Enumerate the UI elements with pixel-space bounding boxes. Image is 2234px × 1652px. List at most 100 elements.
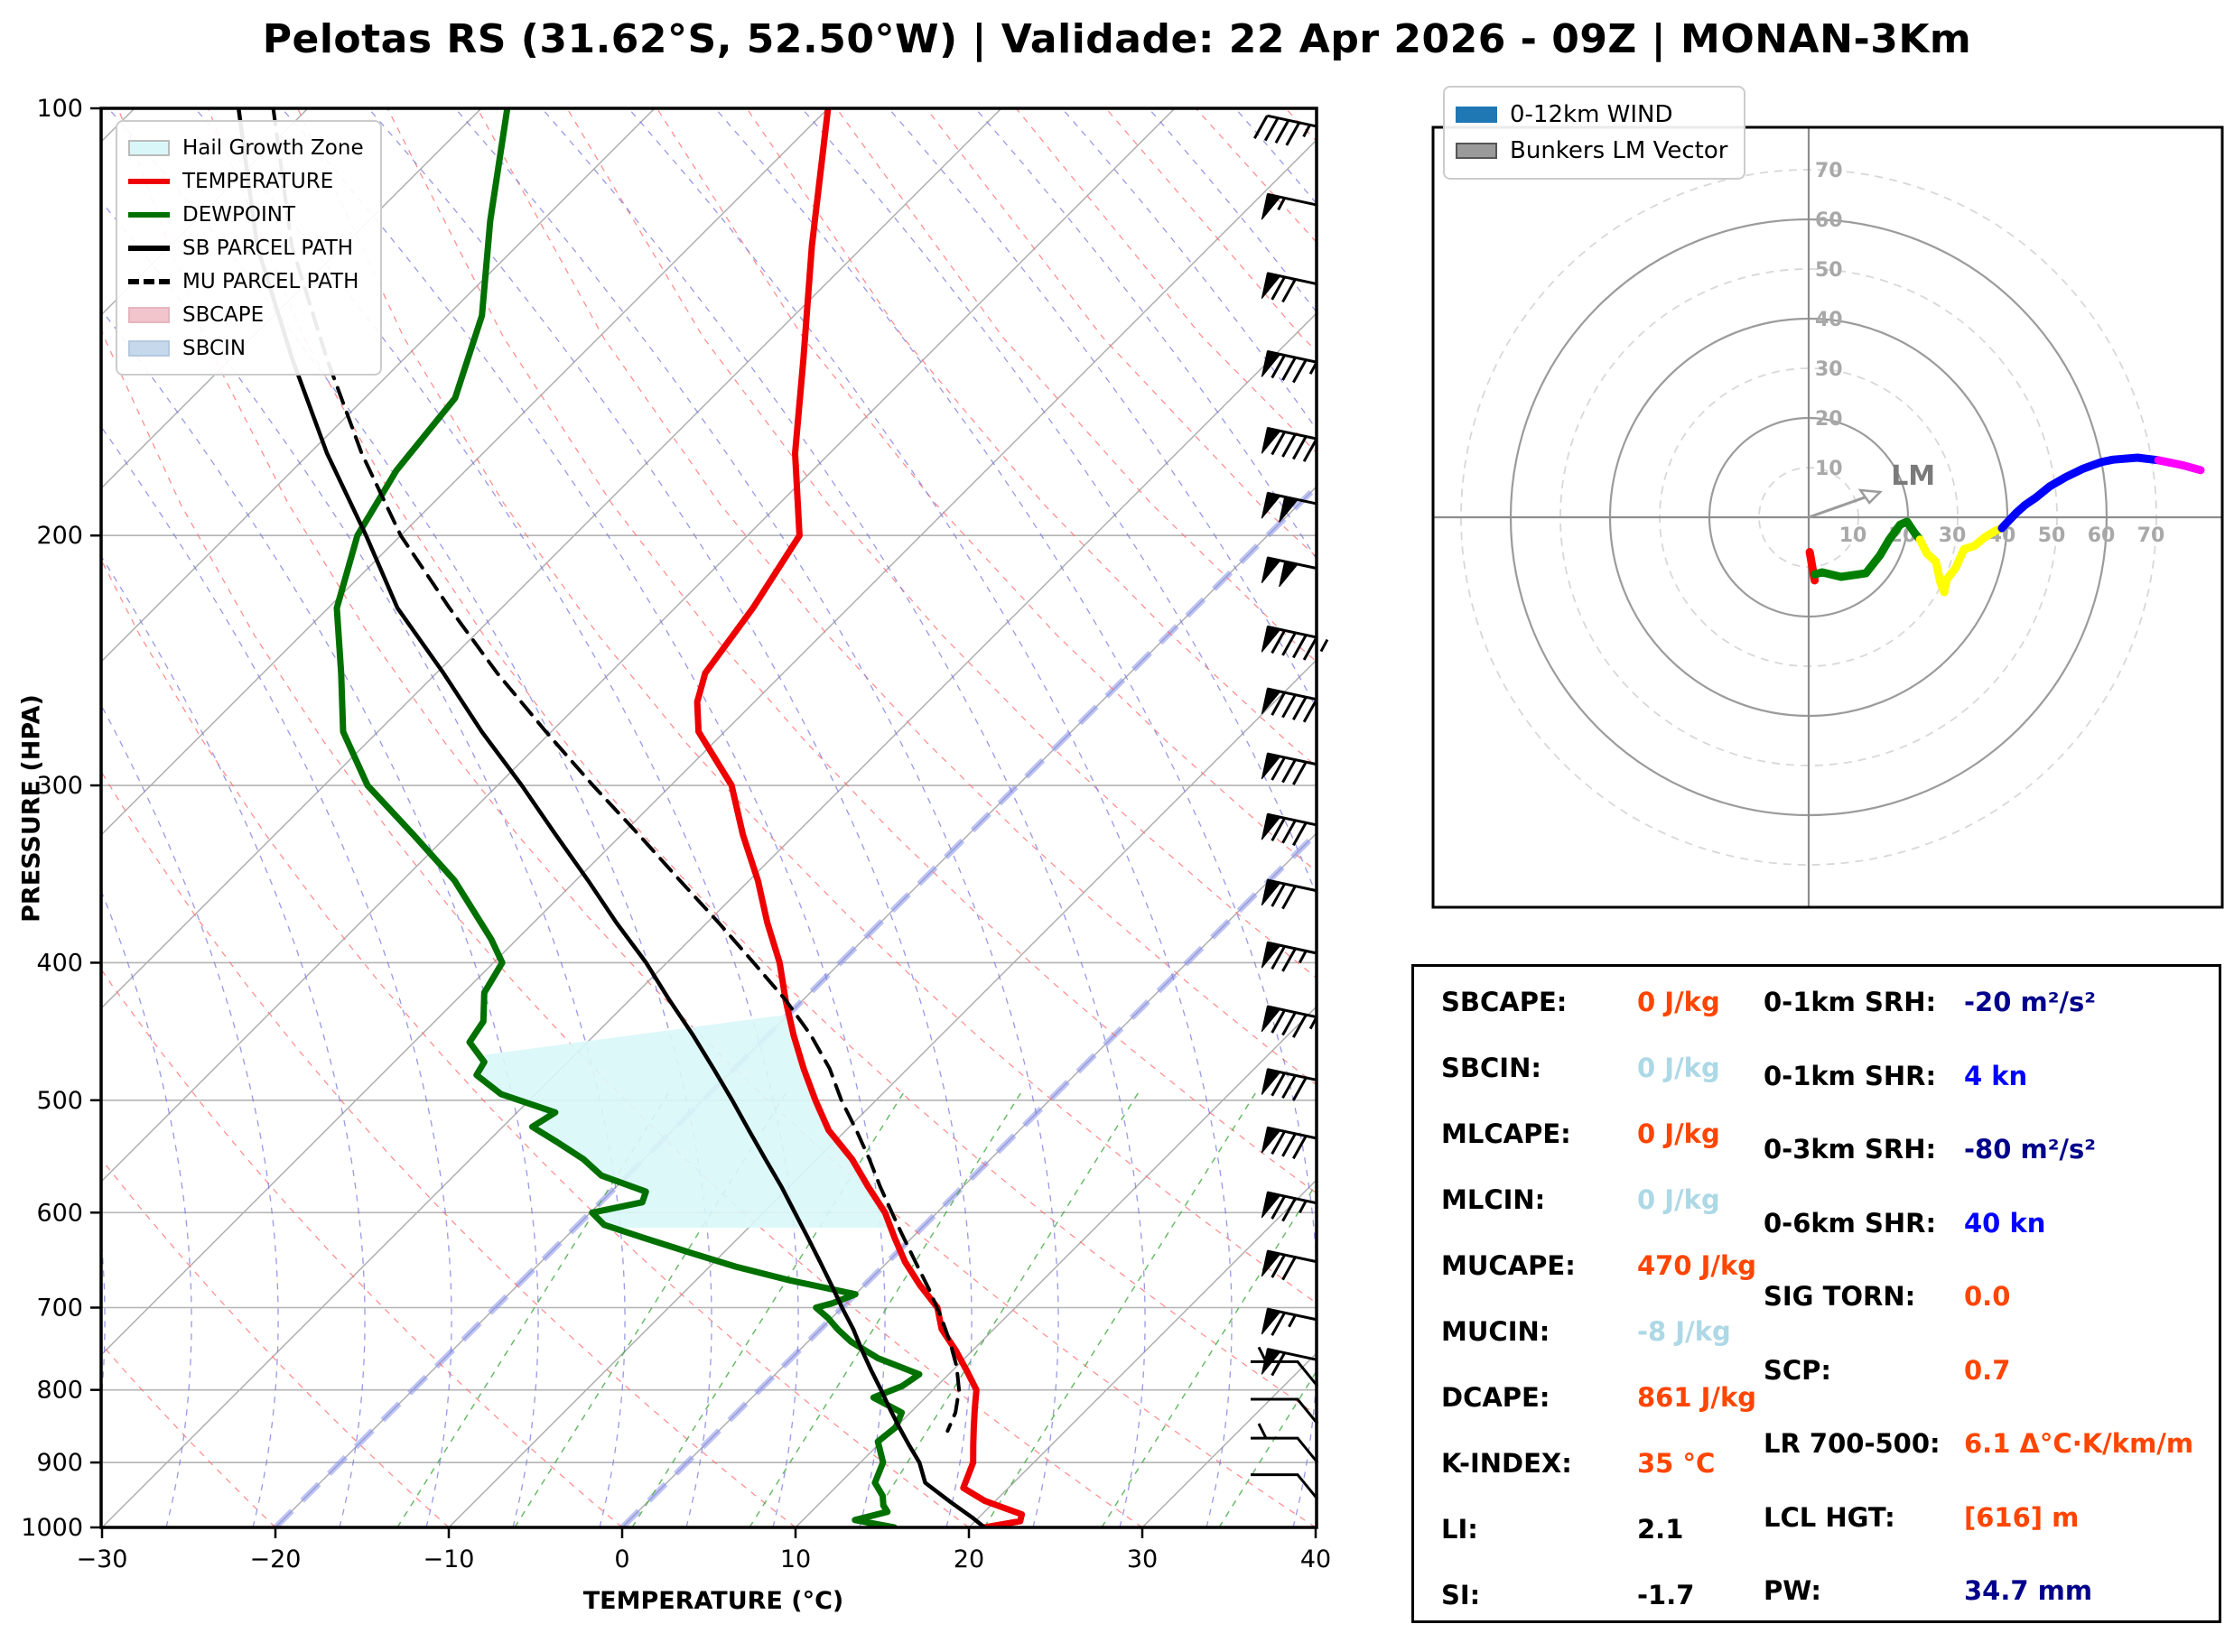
- barb-pennant: [1261, 1308, 1281, 1335]
- right-row: 0-1km SHR: 4 kn: [1764, 1061, 2027, 1091]
- barb-pennant: [1261, 1250, 1281, 1277]
- skewt-frame: [99, 107, 1318, 1529]
- index-label: SI:: [1441, 1580, 1481, 1610]
- pressure-tick-label: 200: [36, 522, 83, 550]
- isotherm-line: [101, 108, 1176, 1183]
- ring-label-vertical: 60: [1815, 209, 1843, 232]
- skewt-legend-item: SBCIN: [128, 331, 364, 365]
- dry-adiabat-line: [1285, 108, 1317, 143]
- barb-pennant: [1279, 561, 1299, 588]
- barb-half-tick: [1257, 1346, 1268, 1363]
- index-value: 4 kn: [1964, 1060, 2028, 1091]
- index-label: SBCIN:: [1441, 1053, 1541, 1083]
- right-row: PW: 34.7 mm: [1764, 1575, 2092, 1606]
- barb-half-tick: [1319, 638, 1329, 653]
- dry-adiabat-line: [101, 1342, 276, 1527]
- dry-adiabat-line: [835, 108, 1317, 663]
- wind-barb: [1261, 1191, 1318, 1222]
- barb-staff: [1251, 1436, 1319, 1464]
- wind-barb: [1261, 752, 1318, 785]
- barb-full-tick: [1271, 883, 1286, 907]
- barb-full-tick: [1291, 634, 1308, 659]
- barb-full-tick: [1281, 433, 1297, 458]
- wind-barb: [1261, 349, 1318, 384]
- wind-barb: [1261, 556, 1318, 588]
- hodo-legend-item: Bunkers LM Vector: [1456, 133, 1727, 169]
- barb-full-tick: [1281, 278, 1297, 303]
- dry-adiabat-line: [1105, 108, 1317, 352]
- moist-adiabat-line: [1234, 108, 1317, 205]
- barb-full-tick: [1281, 948, 1297, 972]
- ring-label-vertical: 30: [1815, 358, 1843, 381]
- barb-full-tick: [1281, 820, 1297, 844]
- barb-full-tick: [1271, 1072, 1286, 1097]
- barb-full-tick: [1274, 119, 1290, 144]
- barb-half-tick: [1298, 1200, 1308, 1213]
- right-row: 0-3km SRH: -80 m²/s²: [1764, 1134, 2096, 1165]
- isotherm-line: [1315, 1526, 1317, 1527]
- skewt-legend-label: SBCAPE: [182, 302, 265, 327]
- barb-full-tick: [1291, 435, 1308, 460]
- index-label: MUCIN:: [1441, 1316, 1550, 1347]
- index-label: SBCAPE:: [1441, 987, 1568, 1017]
- index-value: 35 °C: [1637, 1448, 1716, 1479]
- wind-barb: [1261, 192, 1318, 220]
- x-tick-label: 0: [614, 1545, 629, 1573]
- index-value: 0.7: [1964, 1354, 2011, 1386]
- hodograph-legend: 0-12km WIND Bunkers LM Vector: [1443, 86, 1746, 180]
- skewt-legend-item: TEMPERATURE: [128, 164, 364, 198]
- moist-adiabat-line: [974, 108, 1317, 561]
- ring-label-vertical: 40: [1815, 309, 1843, 331]
- isotherm-line: [448, 659, 1317, 1527]
- sb-parcel-path-curve: [236, 108, 987, 1527]
- barb-pennant: [1261, 753, 1281, 780]
- barb-full-tick: [1281, 1074, 1297, 1100]
- barb-half-tick: [1257, 1423, 1268, 1439]
- moist-adiabat-line: [1061, 108, 1317, 431]
- barb-pennant: [1261, 879, 1281, 906]
- wind-barbs: [1251, 114, 1329, 1500]
- index-label: DCAPE:: [1441, 1382, 1550, 1413]
- wind-barb: [1261, 687, 1318, 723]
- skewt-legend-label: DEWPOINT: [182, 202, 295, 227]
- skewt-legend-swatch: [128, 339, 170, 357]
- wind-barb: [1253, 114, 1318, 146]
- index-value: -1.7: [1637, 1580, 1695, 1610]
- index-label: SCP:: [1764, 1354, 1832, 1386]
- skewt-legend-label: SB PARCEL PATH: [182, 236, 354, 260]
- skewt-legend-label: Hail Growth Zone: [182, 135, 364, 160]
- skewt-legend-swatch: [128, 178, 170, 184]
- x-tick-label: 30: [1127, 1545, 1158, 1573]
- index-label: LR 700-500:: [1764, 1428, 1941, 1459]
- barb-full-tick: [1271, 691, 1286, 716]
- moist-adiabat-line: [0, 108, 18, 1527]
- index-label: 0-6km SHR:: [1764, 1207, 1937, 1239]
- isotherm-line: [621, 832, 1317, 1527]
- mixing-ratio-line: [983, 1087, 1260, 1527]
- right-row: 0-1km SRH: -20 m²/s²: [1764, 987, 2096, 1017]
- left-row: MLCIN: 0 J/kg: [1441, 1184, 1720, 1215]
- skewt-legend-swatch: [128, 211, 170, 218]
- barb-half-tick: [1277, 197, 1286, 211]
- barb-full-tick: [1271, 1254, 1286, 1278]
- barb-full-tick: [1281, 693, 1297, 719]
- barb-full-tick: [1302, 699, 1318, 723]
- ring-label-vertical: 20: [1815, 408, 1843, 431]
- barb-pennant: [1261, 492, 1281, 519]
- right-row: LR 700-500: 6.1 Δ°C·K/km/m: [1764, 1428, 2193, 1459]
- index-label: K-INDEX:: [1441, 1448, 1572, 1479]
- barb-full-tick: [1271, 431, 1286, 456]
- hodograph-trace-segment: [1810, 517, 1924, 581]
- hodo-legend-swatch: [1456, 107, 1497, 123]
- skewt-legend-item: MU PARCEL PATH: [128, 265, 364, 298]
- index-label: SIG TORN:: [1764, 1281, 1916, 1312]
- barb-full-tick: [1271, 276, 1286, 301]
- pressure-tick-label: 400: [36, 949, 83, 977]
- dry-adiabat-line: [926, 108, 1317, 558]
- dry-adiabat-line: [101, 558, 970, 1527]
- highlighted-isotherm: [273, 482, 1317, 1527]
- left-row: MLCAPE: 0 J/kg: [1441, 1118, 1720, 1149]
- left-row: K-INDEX: 35 °C: [1441, 1448, 1715, 1479]
- barb-pennant: [1261, 427, 1281, 454]
- skewt-y-axis-title: PRESSURE (HPA): [17, 694, 46, 923]
